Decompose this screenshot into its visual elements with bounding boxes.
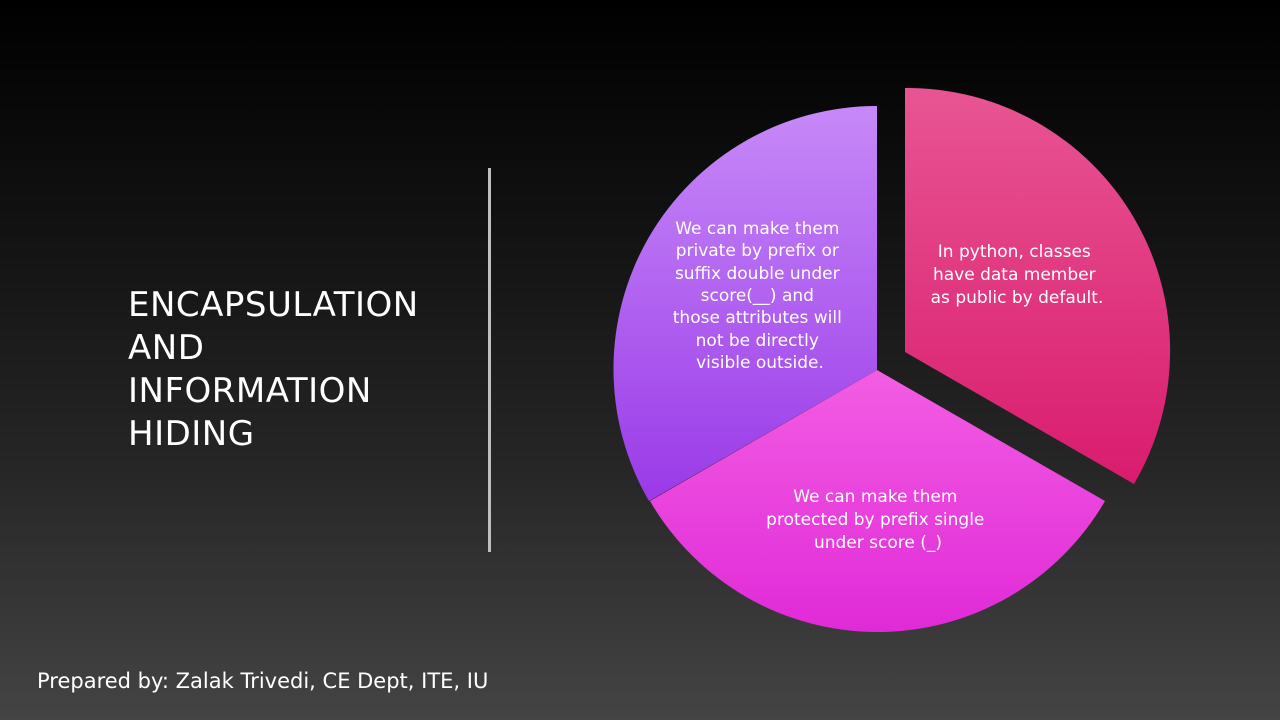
segment-private-line-3: suffix double under: [675, 264, 840, 284]
title-line-3: INFORMATION: [128, 371, 372, 411]
segment-public-line-3: as public by default.: [931, 288, 1104, 308]
title-line-1: ENCAPSULATION: [128, 285, 419, 325]
segment-protected-shape: [650, 370, 1105, 633]
slide-title: ENCAPSULATION AND INFORMATION HIDING: [128, 284, 468, 456]
segment-private-line-6: not be directly: [696, 331, 819, 351]
segment-public: In python, classes have data member as p…: [905, 87, 1171, 484]
segment-private-text: We can make them private by prefix or su…: [673, 219, 847, 373]
segment-private-line-4: score(__) and: [701, 286, 814, 306]
segment-private-line-2: private by prefix or: [676, 241, 839, 261]
segment-public-line-2: have data member: [933, 265, 1096, 285]
segment-protected-line-2: protected by prefix single: [766, 510, 984, 530]
segment-private: We can make them private by prefix or su…: [613, 105, 877, 502]
segment-private-line-1: We can make them: [675, 219, 839, 239]
segment-private-line-7: visible outside.: [696, 353, 824, 373]
title-line-4: HIDING: [128, 414, 255, 454]
segment-protected-line-1: We can make them: [793, 487, 957, 507]
segment-protected: We can make them protected by prefix sin…: [650, 370, 1105, 633]
segment-public-text: In python, classes have data member as p…: [931, 242, 1104, 308]
segment-public-shape: [905, 87, 1171, 484]
segment-protected-text: We can make them protected by prefix sin…: [766, 487, 990, 553]
vertical-divider: [488, 168, 491, 552]
footer-credit: Prepared by: Zalak Trivedi, CE Dept, ITE…: [37, 669, 489, 693]
segment-protected-line-3: under score (_): [814, 533, 942, 553]
segment-private-line-5: those attributes will: [673, 308, 842, 328]
segment-private-shape: [613, 105, 877, 502]
title-line-2: AND: [128, 328, 205, 368]
segment-public-line-1: In python, classes: [938, 242, 1091, 262]
